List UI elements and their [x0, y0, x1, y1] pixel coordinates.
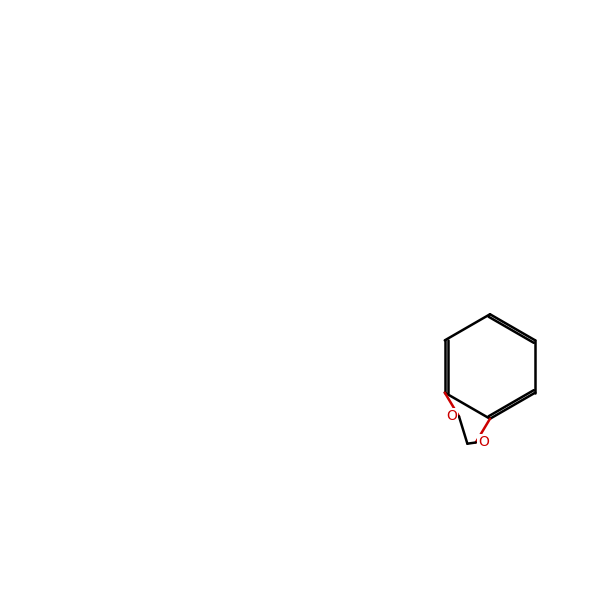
Text: O: O: [446, 409, 457, 424]
Text: O: O: [478, 436, 489, 449]
